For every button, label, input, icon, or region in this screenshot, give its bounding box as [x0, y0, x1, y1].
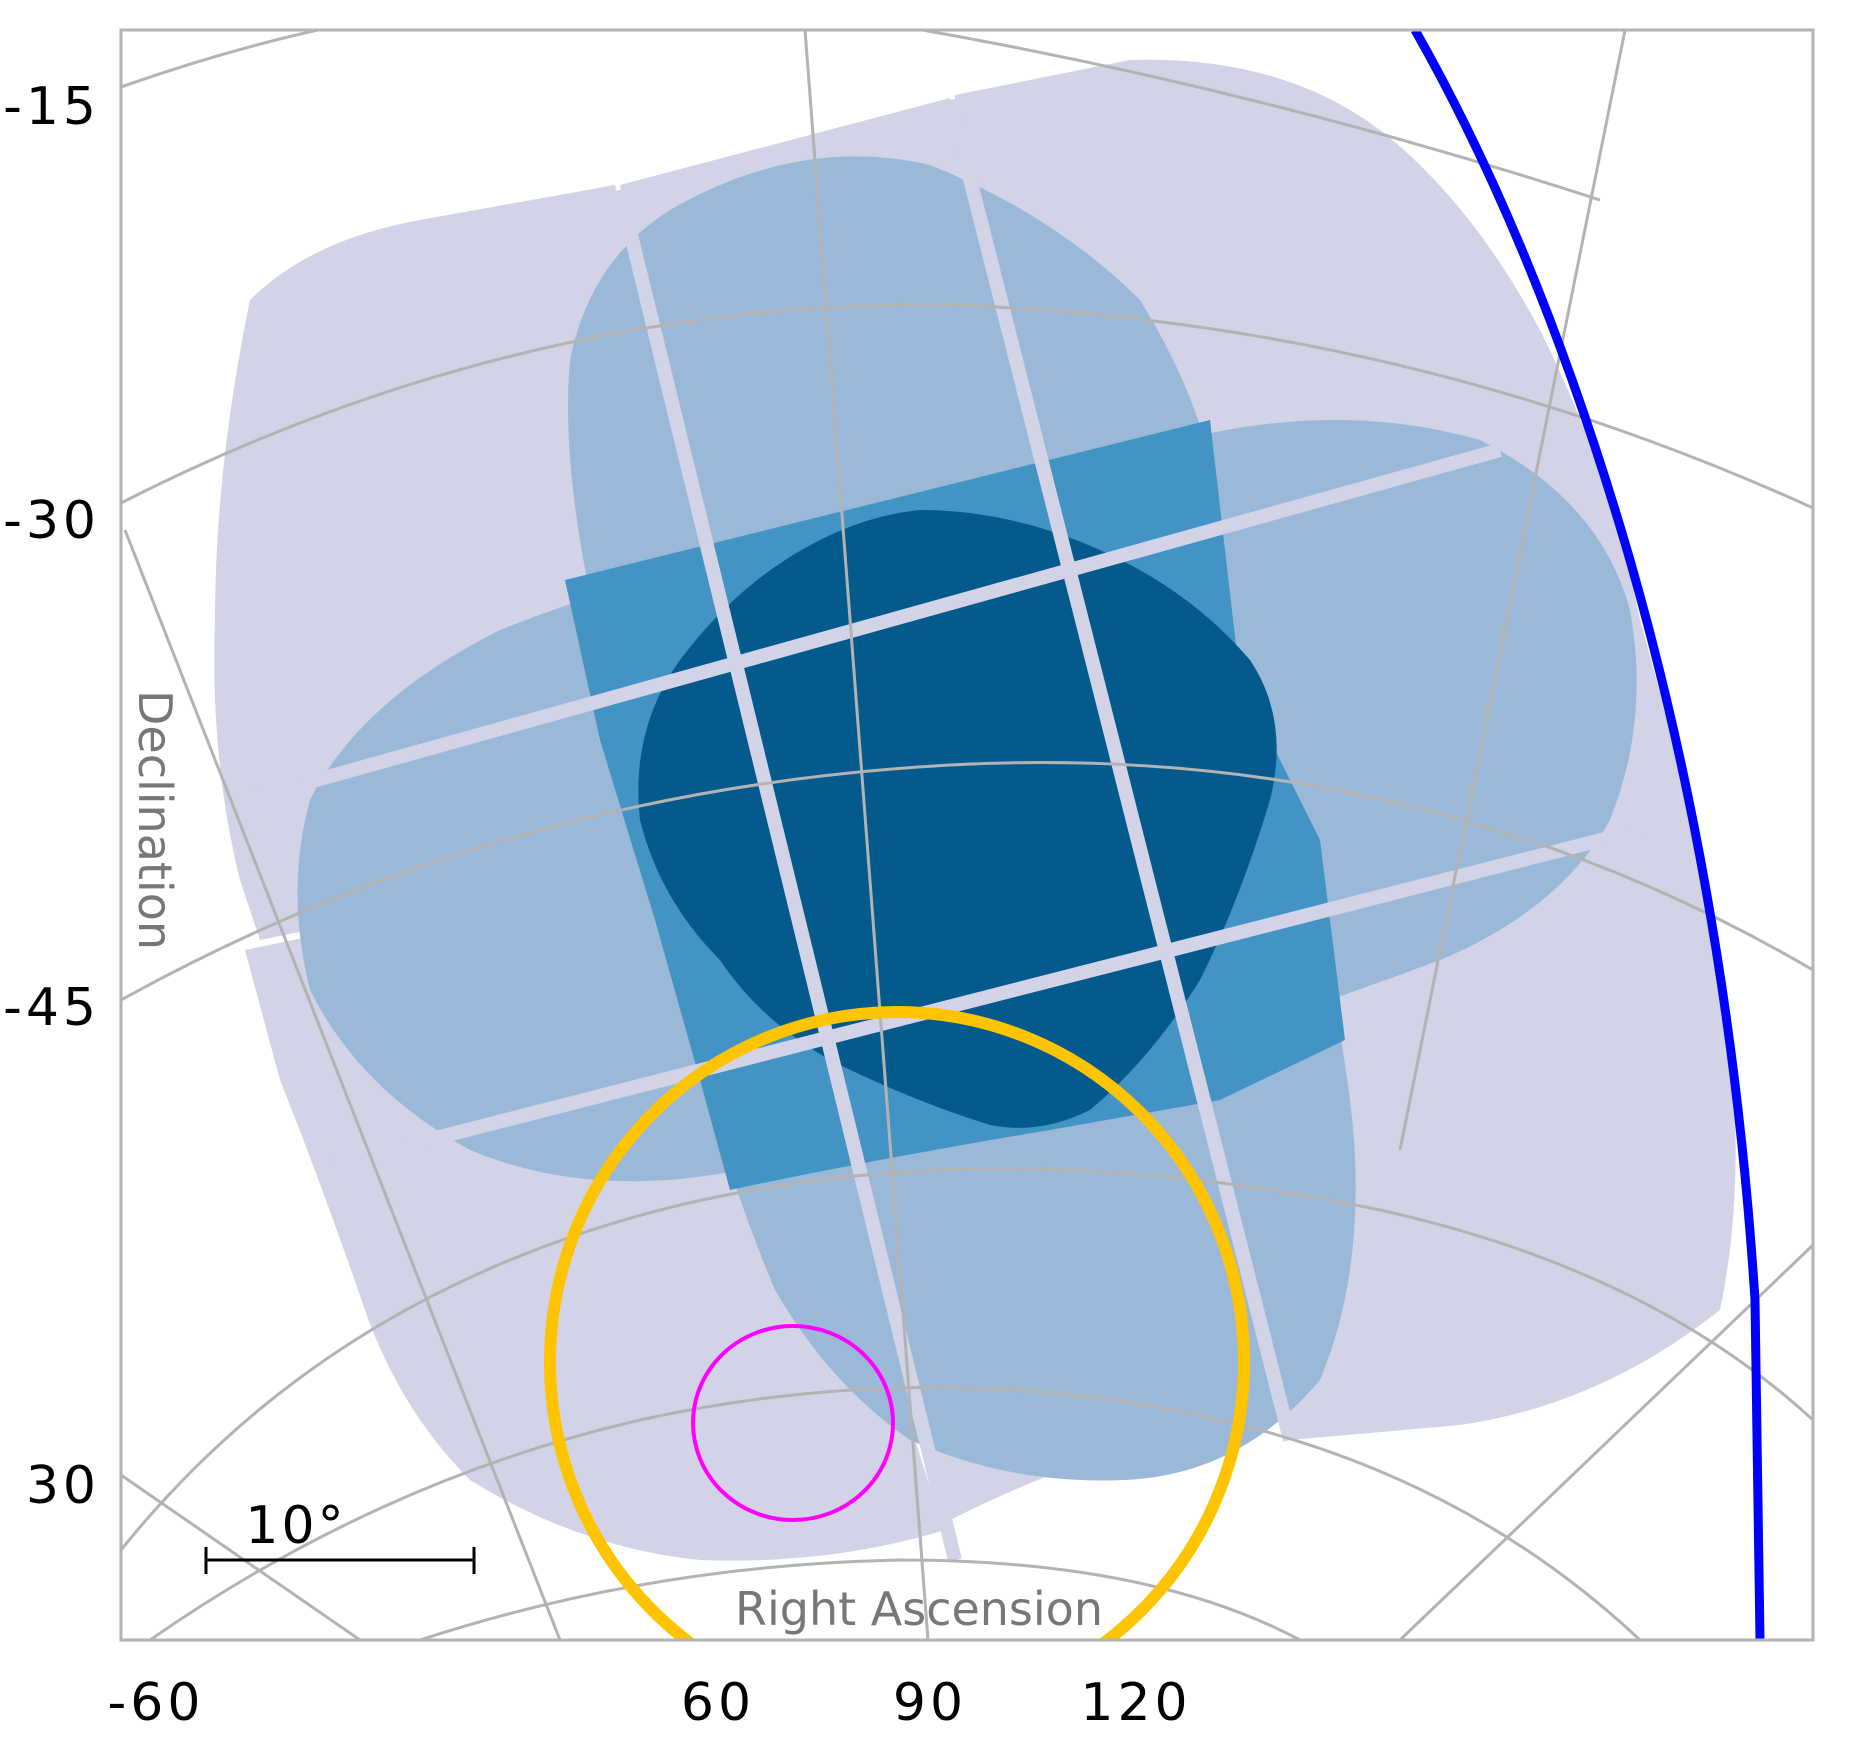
plot-frame — [119, 28, 1815, 1642]
scale-bar: 10° — [204, 1496, 476, 1574]
coordinate-grid — [121, 30, 1813, 1640]
tile-gaps — [243, 98, 1642, 1562]
y-tick-label: -45 — [3, 978, 100, 1038]
y-tick-label: -30 — [3, 491, 100, 551]
coverage-level-4 — [638, 510, 1277, 1128]
x-tick-label: -60 — [108, 1673, 205, 1733]
magenta-circle-overlay — [691, 1324, 895, 1522]
x-tick-label: 90 — [893, 1673, 967, 1733]
gold-circle-overlay — [544, 1006, 1250, 1640]
blue-arc-overlay — [1411, 30, 1765, 1640]
y-axis-title: Declination — [128, 690, 182, 950]
x-tick-label: 120 — [1080, 1673, 1191, 1733]
x-tick-labels: -60 60 90 120 — [108, 1673, 1191, 1733]
y-tick-label: 30 — [26, 1456, 100, 1516]
y-tick-label: -15 — [3, 77, 100, 137]
scale-bar-label: 10° — [245, 1496, 346, 1556]
x-tick-label: 60 — [681, 1673, 755, 1733]
x-axis-title: Right Ascension — [735, 1582, 1103, 1636]
plot-area: Right Ascension Declination 10° — [121, 30, 1813, 1640]
y-tick-labels: -15 -30 -45 30 — [3, 77, 100, 1516]
